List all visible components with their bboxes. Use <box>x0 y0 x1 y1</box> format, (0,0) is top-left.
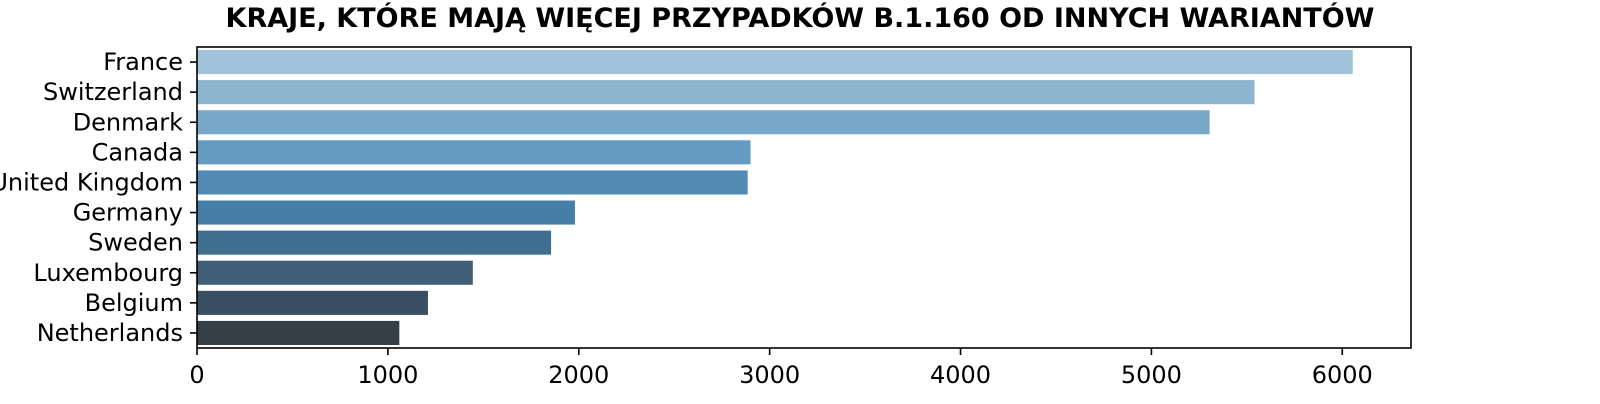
y-tick-label: France <box>103 48 183 76</box>
x-tick-label: 2000 <box>548 361 609 389</box>
bar <box>197 290 428 315</box>
y-tick-label: Sweden <box>88 229 183 257</box>
y-tick-label: Germany <box>73 199 183 227</box>
y-tick-label: Switzerland <box>43 78 183 106</box>
bar <box>197 170 748 195</box>
bar <box>197 50 1353 75</box>
x-tick-label: 5000 <box>1121 361 1182 389</box>
y-tick-label: Belgium <box>85 289 183 317</box>
bars-layer <box>197 50 1353 345</box>
bar <box>197 110 1210 135</box>
x-tick-label: 3000 <box>739 361 800 389</box>
y-tick-label: Netherlands <box>37 319 183 347</box>
x-axis-ticks: 0 1000 2000 3000 4000 5000 6000 <box>189 348 1373 389</box>
x-tick-label: 0 <box>189 361 204 389</box>
y-tick-label: Denmark <box>73 108 183 136</box>
bar <box>197 140 751 165</box>
chart-title: KRAJE, KTÓRE MAJĄ WIĘCEJ PRZYPADKÓW B.1.… <box>225 3 1375 34</box>
y-tick-label: Luxembourg <box>33 259 183 287</box>
x-tick-label: 4000 <box>930 361 991 389</box>
bar <box>197 200 575 225</box>
y-tick-label: United Kingdom <box>0 168 183 196</box>
y-tick-label: Canada <box>92 138 183 166</box>
bar <box>197 80 1255 105</box>
x-tick-label: 1000 <box>357 361 418 389</box>
x-tick-label: 6000 <box>1312 361 1373 389</box>
bar <box>197 260 473 285</box>
plot-frame <box>196 46 1412 349</box>
bar <box>197 230 552 255</box>
bar <box>197 320 400 345</box>
